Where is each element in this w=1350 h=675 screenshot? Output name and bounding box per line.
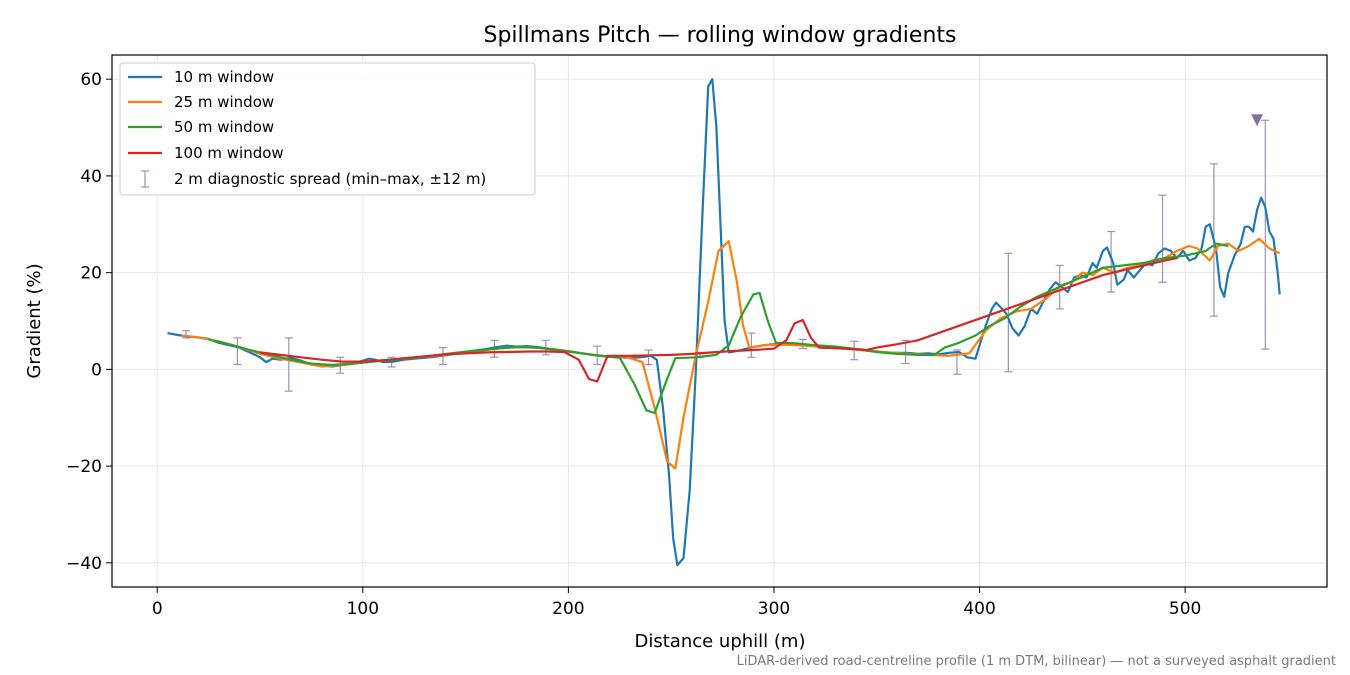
x-axis: 0 100 200 300 400 500 [152,587,1201,619]
x-tick-label: 0 [152,599,163,619]
legend: 10 m window 25 m window 50 m window 100 m w… [119,62,536,196]
x-tick-label: 400 [963,599,995,619]
chart-title: Spillmans Pitch — rolling window gradien… [484,23,957,48]
x-tick-label: 200 [552,599,584,619]
legend-label: 2 m diagnostic spread (min–max, ±12 m) [174,170,486,188]
legend-label: 50 m window [174,118,274,136]
markers [1251,114,1264,127]
y-tick-label: 0 [91,360,102,380]
legend-label: 10 m window [174,68,274,86]
x-tick-label: 100 [347,599,379,619]
legend-label: 100 m window [174,144,284,162]
x-tick-label: 500 [1169,599,1201,619]
y-tick-label: 20 [80,264,102,284]
errorbar [747,332,756,358]
series-group [167,78,1281,567]
errorbar [644,349,653,366]
errorbar [233,337,242,366]
errorbar [284,337,293,392]
series-line-4 [259,257,1178,383]
caption: LiDAR-derived road-centreline profile (1… [737,654,1336,669]
legend-label: 25 m window [174,93,274,111]
y-tick-label: 40 [80,167,102,187]
errorbar [1158,194,1167,283]
legend-box [119,62,536,196]
y-tick-label: 60 [80,70,102,90]
y-axis: −40 −20 0 20 40 60 [66,70,112,574]
x-tick-label: 300 [758,599,790,619]
y-tick-label: −40 [66,554,102,574]
max-marker [1251,114,1264,127]
y-axis-label: Gradient (%) [24,263,45,378]
errorbar [1107,230,1116,293]
legend-swatch-errorbar [141,170,149,188]
y-tick-label: −20 [66,457,102,477]
plot-frame [111,54,1328,588]
errorbar [1004,252,1013,373]
errorbar [1261,119,1270,350]
errorbar [850,340,859,361]
x-axis-label: Distance uphill (m) [635,631,806,652]
